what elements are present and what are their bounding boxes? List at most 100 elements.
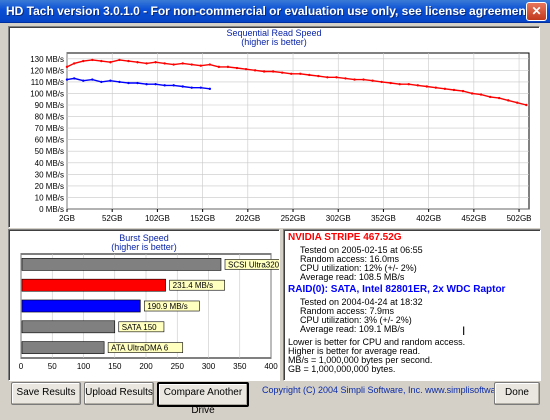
note-line-1: Lower is better for CPU and random acces… <box>288 337 466 347</box>
text-cursor-icon: Ι <box>462 324 466 338</box>
window-title: HD Tach version 3.0.1.0 - For non-commer… <box>6 4 534 18</box>
nvidia-stripe-point <box>425 85 429 88</box>
read-y-tick-label: 110 MB/s <box>31 78 64 87</box>
nvidia-stripe-point <box>497 96 501 100</box>
close-button[interactable]: ✕ <box>526 2 547 21</box>
nvidia-stripe-point <box>335 76 338 79</box>
nvidia-stripe-point <box>145 62 148 65</box>
burst-chart-title: Burst Speed <box>119 233 169 243</box>
nvidia-stripe-point <box>136 61 139 64</box>
read-y-tick-label: 10 MB/s <box>35 193 64 202</box>
read-speed-panel: Sequential Read Speed (higher is better)… <box>8 26 540 228</box>
nvidia-stripe-point <box>488 95 492 99</box>
raid0-point <box>73 77 76 80</box>
burst-bar-label: SATA 150 <box>122 323 157 332</box>
burst-chart-subtitle: (higher is better) <box>111 242 177 252</box>
raid0-point <box>172 84 175 87</box>
nvidia-stripe-point <box>362 78 365 81</box>
nvidia-stripe-point <box>470 92 474 95</box>
nvidia-stripe-point <box>244 67 248 71</box>
compare-another-drive-button[interactable]: Compare Another Drive <box>157 382 249 416</box>
drive2-average: Average read: 109.1 MB/s <box>300 324 405 334</box>
read-plot-area <box>66 52 530 210</box>
nvidia-stripe-point <box>181 62 184 65</box>
raid0-point <box>190 86 193 89</box>
nvidia-stripe-point <box>516 101 519 104</box>
nvidia-stripe-point <box>308 73 311 77</box>
nvidia-stripe-point <box>416 84 419 87</box>
save-results-button[interactable]: Save Results <box>11 382 81 405</box>
read-x-tick-label: 52GB <box>102 214 122 223</box>
burst-bar-label: 190.9 MB/s <box>147 302 187 311</box>
nvidia-stripe-point <box>344 77 347 80</box>
nvidia-stripe-point <box>73 62 76 65</box>
burst-x-tick-label: 100 <box>77 362 91 371</box>
nvidia-stripe-point <box>326 76 329 79</box>
burst-x-tick-label: 400 <box>264 362 278 371</box>
nvidia-stripe-point <box>235 66 239 70</box>
nvidia-stripe-point <box>389 81 392 85</box>
burst-bar-label: SCSI Ultra320 <box>228 260 279 269</box>
drive1-name: NVIDIA STRIPE 467.52G <box>288 232 402 243</box>
drive2-tested: Tested on 2004-04-24 at 18:32 <box>300 297 423 307</box>
raid0-point <box>199 86 203 89</box>
burst-bar-label-box <box>107 342 184 353</box>
copyright-text: Copyright (C) 2004 Simpli Software, Inc.… <box>262 385 524 395</box>
raid0-point <box>91 78 94 81</box>
read-y-tick-label: 30 MB/s <box>35 170 64 179</box>
drive1-random-access: Random access: 16.0ms <box>300 254 400 264</box>
raid0-point <box>136 81 139 85</box>
nvidia-stripe-point <box>100 59 103 63</box>
burst-x-tick-label: 150 <box>108 362 122 371</box>
nvidia-stripe-point <box>525 103 528 107</box>
burst-bar-label-box <box>224 259 279 270</box>
read-y-tick-label: 50 MB/s <box>35 147 64 156</box>
nvidia-stripe-point <box>461 89 465 93</box>
note-line-2: Higher is better for average read. <box>288 346 421 356</box>
nvidia-stripe-point <box>226 65 230 69</box>
nvidia-stripe-point <box>479 93 483 96</box>
read-x-tick-label: 2GB <box>59 214 75 223</box>
nvidia-stripe-point <box>380 80 383 84</box>
nvidia-stripe-point <box>434 86 438 89</box>
nvidia-stripe-point <box>82 59 85 63</box>
drive1-tested: Tested on 2005-02-15 at 06:55 <box>300 245 423 255</box>
read-x-tick-label: 502GB <box>507 214 532 223</box>
raid0-point <box>163 84 166 87</box>
raid0-point <box>181 85 184 88</box>
nvidia-stripe-point <box>407 83 410 86</box>
burst-bar <box>21 320 116 334</box>
burst-x-tick-label: 250 <box>171 362 185 371</box>
nvidia-stripe-point <box>280 71 284 74</box>
drive2-cpu: CPU utilization: 3% (+/- 2%) <box>300 315 412 325</box>
read-y-tick-label: 80 MB/s <box>35 113 64 122</box>
read-x-tick-label: 402GB <box>416 214 441 223</box>
done-button[interactable]: Done <box>494 382 540 405</box>
nvidia-stripe-point <box>217 65 221 69</box>
nvidia-stripe-point <box>262 70 266 73</box>
nvidia-stripe-point <box>65 65 69 69</box>
results-panel: NVIDIA STRIPE 467.52G Tested on 2005-02-… <box>283 229 541 381</box>
nvidia-stripe-point <box>199 64 203 67</box>
burst-x-tick-label: 350 <box>233 362 247 371</box>
raid0-point <box>208 87 212 91</box>
raid0-point <box>109 79 112 82</box>
note-line-4: GB = 1,000,000,000 bytes. <box>288 364 396 374</box>
burst-x-tick-label: 50 <box>48 362 57 371</box>
read-x-tick-label: 452GB <box>461 214 486 223</box>
nvidia-stripe-point <box>271 70 275 73</box>
upload-results-button[interactable]: Upload Results <box>84 382 154 405</box>
nvidia-stripe-point <box>154 61 157 64</box>
read-y-tick-label: 0 MB/s <box>39 205 64 214</box>
drive1-cpu: CPU utilization: 12% (+/- 2%) <box>300 263 417 273</box>
nvidia-stripe-point <box>91 58 94 62</box>
nvidia-stripe-point <box>317 74 320 78</box>
read-x-tick-label: 252GB <box>281 214 306 223</box>
read-chart-title: Sequential Read Speed <box>226 28 322 38</box>
nvidia-stripe-point <box>118 58 121 62</box>
drive2-name: RAID(0): SATA, Intel 82801ER, 2x WDC Rap… <box>288 284 506 295</box>
drive1-average: Average read: 108.5 MB/s <box>300 272 405 282</box>
raid0-point <box>127 81 130 85</box>
nvidia-stripe-point <box>371 79 374 82</box>
nvidia-stripe-point <box>253 69 257 72</box>
